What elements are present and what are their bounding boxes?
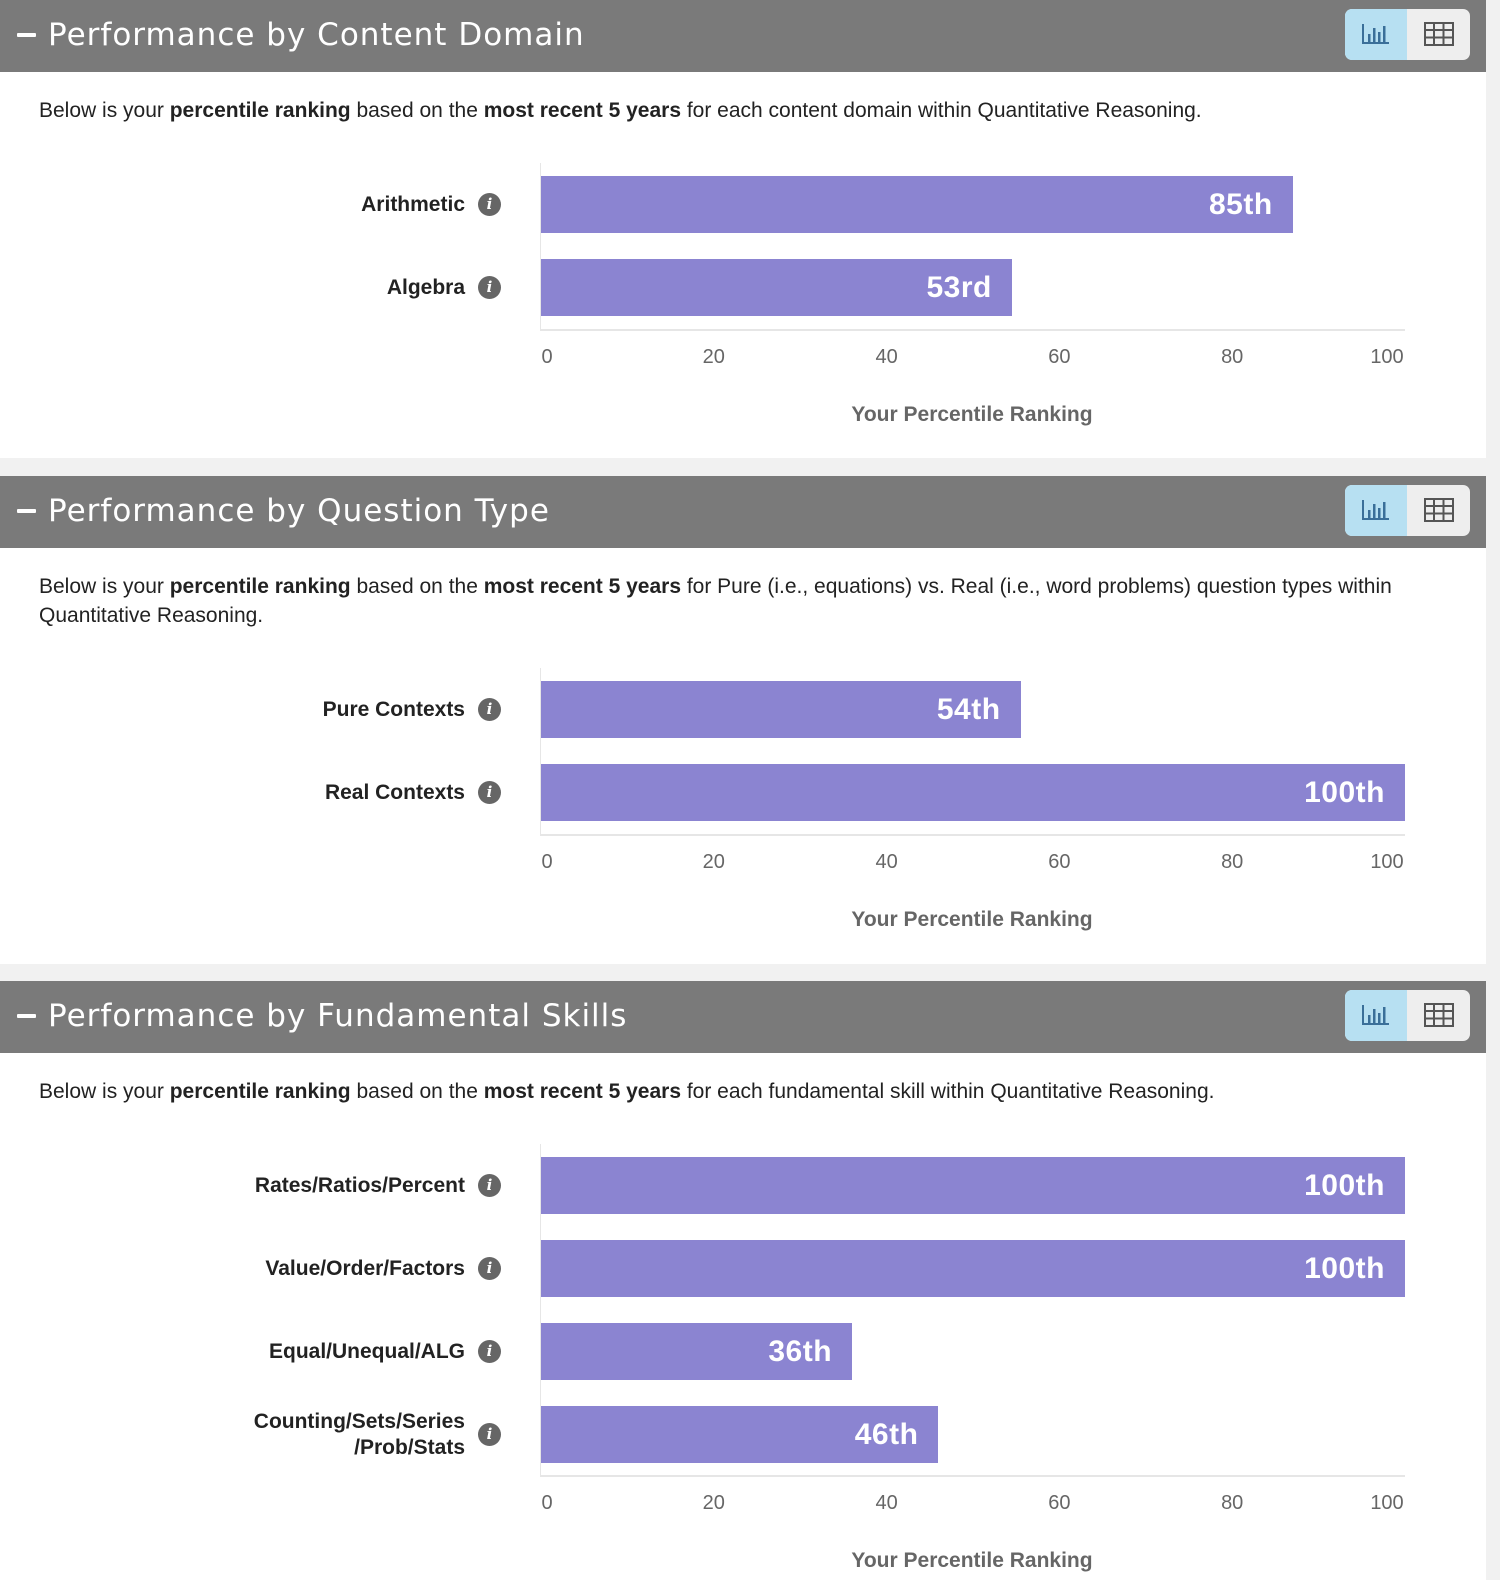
category-label: Real Contexts	[324, 780, 465, 804]
x-tick-label: 40	[875, 1492, 898, 1514]
x-axis-line	[540, 834, 1405, 836]
x-tick-label: 100	[1370, 851, 1404, 873]
section-title: Performance by Content Domain	[48, 17, 585, 53]
section-header: Performance by Fundamental Skills	[0, 981, 1486, 1053]
bar-value-label: 36th	[768, 1335, 833, 1368]
bar-value-label: 53rd	[926, 271, 992, 304]
section-title: Performance by Fundamental Skills	[48, 998, 628, 1034]
x-tick-label: 60	[1048, 851, 1071, 873]
bar: 54th	[541, 681, 1021, 738]
info-icon[interactable]: i	[478, 1423, 501, 1446]
bar: 100th	[541, 1157, 1405, 1214]
bar: 53rd	[541, 259, 1012, 316]
bar-value-label: 100th	[1304, 1169, 1385, 1202]
bar-chart-icon	[1362, 24, 1389, 44]
bar: 46th	[541, 1406, 939, 1463]
section-header: Performance by Content Domain	[0, 0, 1486, 72]
bar-value-label: 100th	[1304, 776, 1385, 809]
y-axis-line	[540, 163, 541, 329]
chart-view-button[interactable]	[1345, 485, 1407, 536]
x-tick-label: 20	[702, 346, 725, 368]
x-axis-title: Your Percentile Ranking	[851, 403, 1093, 426]
category-label: Counting/Sets/Series/Prob/Stats	[253, 1409, 465, 1459]
info-icon[interactable]: i	[478, 1257, 501, 1280]
category-label: Equal/Unequal/ALG	[268, 1339, 465, 1363]
info-icon[interactable]: i	[478, 781, 501, 804]
section-fundamental-skills: Performance by Fundamental Skills Below …	[0, 981, 1486, 1580]
x-axis-line	[540, 1475, 1405, 1477]
category-label: Arithmetic	[361, 192, 465, 216]
section-title: Performance by Question Type	[48, 493, 550, 529]
x-tick-label: 0	[541, 851, 553, 873]
section-question-type: Performance by Question Type Below is yo…	[0, 476, 1486, 964]
info-icon[interactable]: i	[478, 1174, 501, 1197]
x-axis-title: Your Percentile Ranking	[851, 1549, 1093, 1572]
info-icon[interactable]: i	[478, 1340, 501, 1363]
info-icon[interactable]: i	[478, 193, 501, 216]
bar-chart-icon	[1362, 500, 1389, 520]
table-view-button[interactable]	[1408, 485, 1470, 536]
x-tick-label: 20	[702, 1492, 725, 1514]
section-header: Performance by Question Type	[0, 476, 1486, 548]
section-description: Below is your percentile ranking based o…	[39, 99, 1202, 122]
minus-icon[interactable]	[17, 1014, 36, 1018]
view-toggle	[1345, 990, 1470, 1041]
minus-icon[interactable]	[17, 33, 36, 37]
table-view-button[interactable]	[1408, 9, 1470, 60]
bar: 100th	[541, 1240, 1405, 1297]
info-icon[interactable]: i	[478, 276, 501, 299]
category-label: Pure Contexts	[322, 697, 465, 721]
x-tick-label: 80	[1221, 346, 1244, 368]
category-label: Algebra	[386, 275, 465, 299]
bar-value-label: 54th	[936, 693, 1001, 726]
bar-chart-icon	[1362, 1005, 1389, 1025]
table-icon	[1424, 1003, 1454, 1027]
section-content-domain: Performance by Content Domain Below is y…	[0, 0, 1486, 458]
bar: 36th	[541, 1323, 853, 1380]
category-label: Rates/Ratios/Percent	[254, 1173, 465, 1197]
view-toggle	[1345, 485, 1470, 536]
x-axis-line	[540, 329, 1405, 331]
section-description: Below is your percentile ranking based o…	[39, 575, 1392, 627]
bar-value-label: 46th	[854, 1418, 919, 1451]
x-tick-label: 60	[1048, 346, 1071, 368]
x-axis-title: Your Percentile Ranking	[851, 908, 1093, 931]
y-axis-line	[540, 668, 541, 834]
category-label: Value/Order/Factors	[265, 1256, 465, 1280]
x-tick-label: 40	[875, 851, 898, 873]
x-tick-label: 20	[702, 851, 725, 873]
bar: 85th	[541, 176, 1293, 233]
bar-value-label: 100th	[1304, 1252, 1385, 1285]
chart-view-button[interactable]	[1345, 9, 1407, 60]
y-axis-line	[540, 1144, 541, 1475]
table-view-button[interactable]	[1408, 990, 1470, 1041]
section-description: Below is your percentile ranking based o…	[39, 1080, 1215, 1103]
chart-view-button[interactable]	[1345, 990, 1407, 1041]
bar-value-label: 85th	[1208, 188, 1273, 221]
x-tick-label: 100	[1370, 1492, 1404, 1514]
x-tick-label: 80	[1221, 851, 1244, 873]
x-tick-label: 40	[875, 346, 898, 368]
minus-icon[interactable]	[17, 509, 36, 513]
x-tick-label: 0	[541, 346, 553, 368]
x-tick-label: 100	[1370, 346, 1404, 368]
x-tick-label: 0	[541, 1492, 553, 1514]
x-tick-label: 80	[1221, 1492, 1244, 1514]
x-tick-label: 60	[1048, 1492, 1071, 1514]
bar: 100th	[541, 764, 1405, 821]
view-toggle	[1345, 9, 1470, 60]
table-icon	[1424, 498, 1454, 522]
info-icon[interactable]: i	[478, 698, 501, 721]
table-icon	[1424, 22, 1454, 46]
